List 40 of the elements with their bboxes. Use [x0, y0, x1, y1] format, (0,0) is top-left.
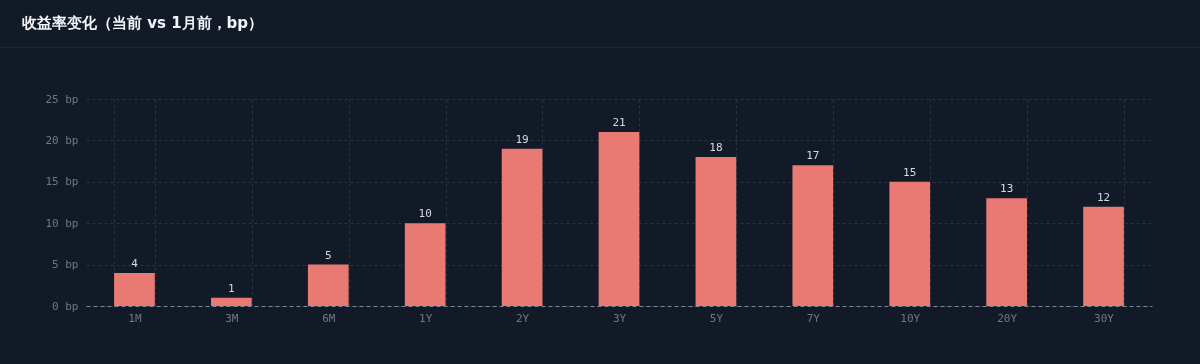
bar	[598, 132, 640, 306]
y-tick-label: 5 bp	[52, 258, 79, 272]
x-tick-label: 10Y	[900, 311, 921, 325]
y-tick-label: 20 bp	[45, 133, 79, 147]
bar	[307, 264, 349, 306]
x-tick-label: 3M	[225, 311, 239, 325]
data-label: 21	[612, 116, 626, 130]
y-tick-label: 15 bp	[45, 175, 79, 189]
chart-title: 收益率变化（当前 vs 1月前，bp）	[0, 0, 1200, 48]
y-tick-label: 0 bp	[52, 299, 79, 313]
bar	[889, 181, 931, 306]
y-tick-label: 25 bp	[45, 92, 79, 106]
x-tick-label: 1Y	[419, 311, 433, 325]
x-tick-label: 1M	[128, 311, 142, 325]
x-tick-label: 30Y	[1094, 311, 1115, 325]
data-label: 10	[418, 207, 432, 221]
x-tick-label: 20Y	[997, 311, 1018, 325]
data-label: 18	[709, 140, 723, 154]
bar	[114, 272, 155, 306]
bar	[792, 165, 834, 306]
x-tick-label: 6M	[322, 311, 336, 325]
x-tick-label: 7Y	[806, 311, 821, 325]
data-label: 4	[131, 256, 139, 270]
x-tick-label: 5Y	[709, 311, 724, 325]
x-tick-label: 3Y	[612, 311, 627, 325]
bar	[404, 223, 446, 306]
y-tick-label: 10 bp	[45, 216, 79, 230]
x-tick-label: 2Y	[515, 311, 530, 325]
bar	[986, 198, 1027, 306]
data-label: 17	[806, 149, 820, 163]
data-label: 13	[1000, 182, 1014, 196]
data-label: 12	[1096, 190, 1111, 204]
bar	[211, 297, 252, 306]
bar	[1083, 206, 1124, 306]
bar	[695, 156, 737, 306]
data-label: 19	[515, 132, 529, 146]
data-label: 1	[228, 281, 235, 295]
bar	[501, 148, 543, 306]
data-label: 5	[324, 248, 332, 262]
data-label: 15	[903, 165, 917, 179]
